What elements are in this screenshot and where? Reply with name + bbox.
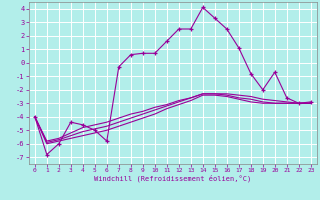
X-axis label: Windchill (Refroidissement éolien,°C): Windchill (Refroidissement éolien,°C)	[94, 175, 252, 182]
